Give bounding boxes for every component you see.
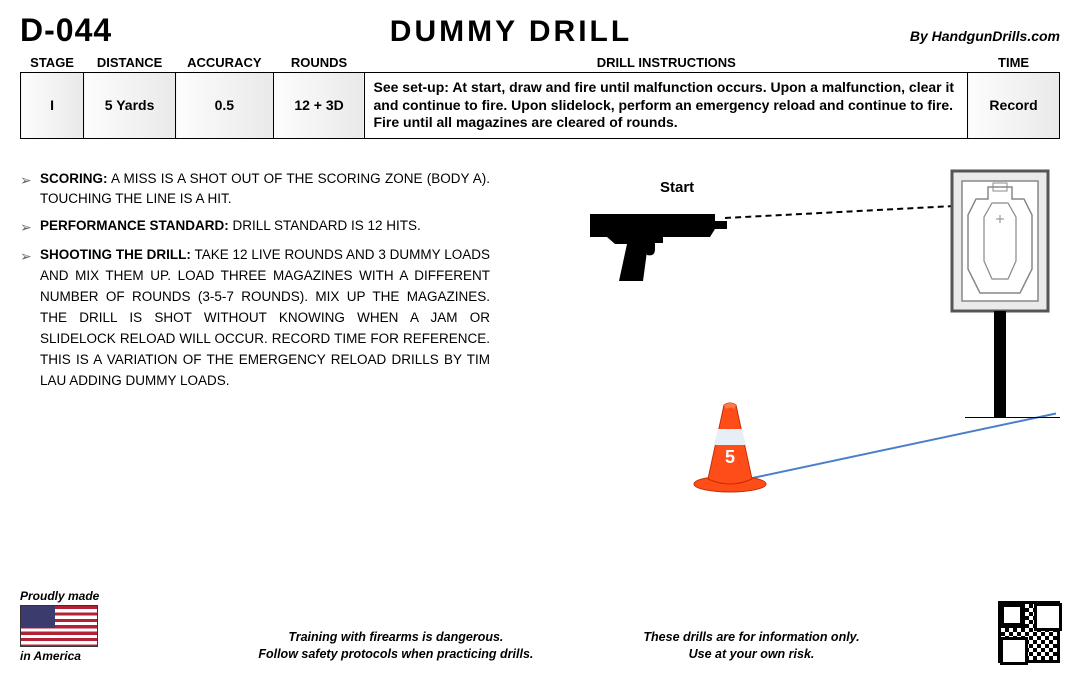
drill-title: Dummy Drill — [112, 15, 910, 49]
start-label: Start — [660, 179, 694, 196]
table-header-row: STAGE DISTANCE ACCURACY ROUNDS DRILL INS… — [21, 53, 1060, 73]
made-in-america: Proudly made in America — [20, 589, 120, 663]
target-icon — [950, 169, 1050, 424]
cell-distance: 5 Yards — [84, 73, 176, 139]
usa-flag-icon — [20, 605, 98, 647]
col-instructions: DRILL INSTRUCTIONS — [365, 53, 968, 73]
chevron-icon: ➢ — [20, 246, 40, 391]
disclaimer: Training with firearms is dangerous. Fol… — [120, 629, 998, 663]
drill-id: D-044 — [20, 12, 112, 49]
chevron-icon: ➢ — [20, 217, 40, 239]
bullet-text: SHOOTING THE DRILL: TAKE 12 LIVE ROUNDS … — [40, 245, 490, 391]
cell-rounds: 12 + 3D — [273, 73, 365, 139]
col-accuracy: ACCURACY — [176, 53, 274, 73]
disclaimer-right: These drills are for information only. U… — [643, 629, 859, 663]
cell-stage: I — [21, 73, 84, 139]
bullet-text: PERFORMANCE STANDARD: DRILL STANDARD IS … — [40, 216, 490, 239]
col-distance: DISTANCE — [84, 53, 176, 73]
cone-icon: 5 — [690, 399, 770, 499]
bullet-text: SCORING: A MISS IS A SHOT OUT OF THE SCO… — [40, 169, 490, 211]
flag-bottom-text: in America — [20, 649, 120, 663]
bullet-list: ➢ SCORING: A MISS IS A SHOT OUT OF THE S… — [20, 169, 490, 549]
cell-accuracy: 0.5 — [176, 73, 274, 139]
disclaimer-left: Training with firearms is dangerous. Fol… — [258, 629, 533, 663]
drill-table: STAGE DISTANCE ACCURACY ROUNDS DRILL INS… — [20, 53, 1060, 139]
cone-number: 5 — [725, 447, 735, 468]
bullet-shooting: ➢ SHOOTING THE DRILL: TAKE 12 LIVE ROUND… — [20, 245, 490, 391]
byline: By HandgunDrills.com — [910, 28, 1060, 44]
diagram: Start — [510, 169, 1060, 549]
qr-code-icon — [998, 601, 1060, 663]
col-stage: STAGE — [21, 53, 84, 73]
handgun-icon — [585, 199, 730, 294]
flag-top-text: Proudly made — [20, 589, 120, 603]
content-area: ➢ SCORING: A MISS IS A SHOT OUT OF THE S… — [20, 169, 1060, 549]
cell-time: Record — [968, 73, 1060, 139]
footer: Proudly made in America Training with fi… — [20, 589, 1060, 663]
bullet-scoring: ➢ SCORING: A MISS IS A SHOT OUT OF THE S… — [20, 169, 490, 211]
chevron-icon: ➢ — [20, 170, 40, 211]
bullet-performance: ➢ PERFORMANCE STANDARD: DRILL STANDARD I… — [20, 216, 490, 239]
table-row: I 5 Yards 0.5 12 + 3D See set-up: At sta… — [21, 73, 1060, 139]
col-time: TIME — [968, 53, 1060, 73]
cell-instructions: See set-up: At start, draw and fire unti… — [365, 73, 968, 139]
col-rounds: ROUNDS — [273, 53, 365, 73]
header: D-044 Dummy Drill By HandgunDrills.com — [20, 12, 1060, 49]
